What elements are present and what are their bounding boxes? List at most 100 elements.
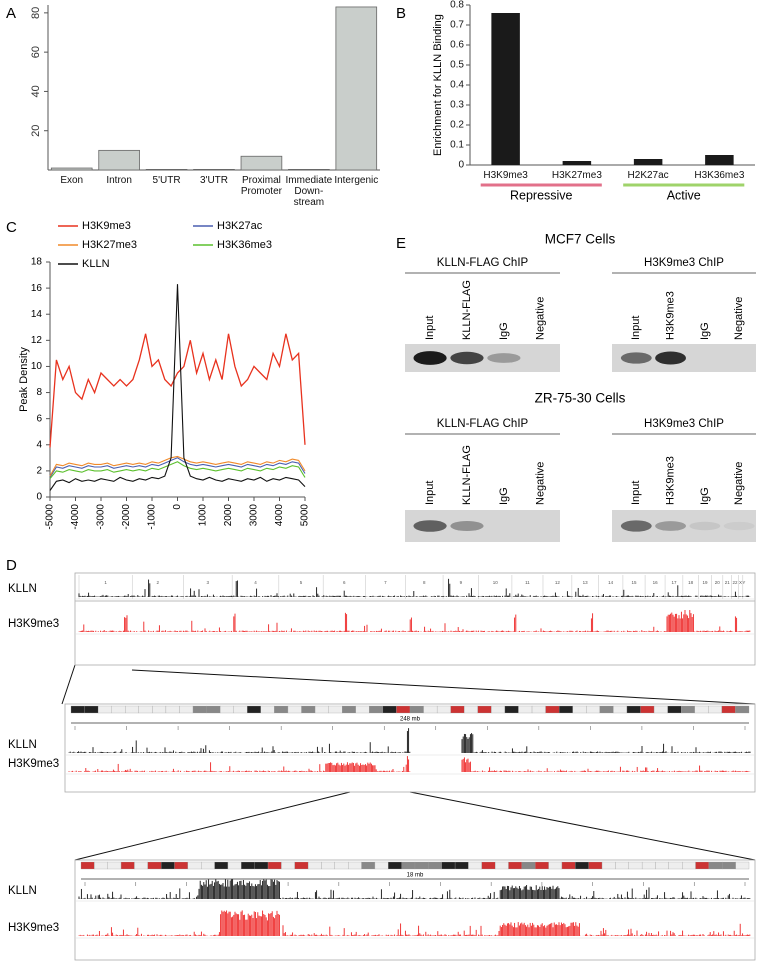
ideogram-band: [414, 861, 429, 870]
line: [49, 461, 306, 480]
signal-track: [461, 733, 751, 753]
ideogram-band: [721, 705, 736, 714]
lane-label: KLLN-FLAG: [461, 445, 473, 505]
ideogram-band: [613, 705, 628, 714]
legend-label: KLLN: [82, 258, 110, 270]
bar: [705, 155, 734, 165]
ideogram-band: [214, 861, 229, 870]
ideogram-band: [535, 861, 549, 870]
ideogram-band: [601, 861, 616, 870]
chromosome-label: Y: [742, 580, 745, 585]
panel-label: B: [396, 5, 406, 22]
ideogram-band: [468, 861, 482, 870]
scale-label: 248 mb: [400, 717, 421, 723]
lane-label: Input: [630, 481, 642, 505]
ideogram-band: [450, 705, 465, 714]
ideogram-band: [70, 705, 85, 714]
y-tick-label: 0.1: [450, 140, 464, 151]
ideogram-band: [735, 705, 750, 714]
x-tick-label: 0: [172, 504, 183, 510]
ideogram-band: [708, 705, 723, 714]
ideogram-band: [396, 705, 411, 714]
ideogram-band: [227, 861, 242, 870]
track-label: H3K9me3: [8, 758, 59, 770]
browser-frame: [74, 859, 756, 961]
signal-track: [68, 756, 411, 772]
chromosome-label: 11: [525, 580, 530, 585]
ideogram-band: [548, 861, 563, 870]
ideogram-band: [97, 705, 112, 714]
chromosome-label: 19: [703, 580, 709, 585]
chromosome-label: 3: [207, 580, 210, 585]
browser-frame: [64, 703, 756, 793]
ideogram-band: [722, 861, 736, 870]
y-tick-label: 80: [30, 7, 42, 19]
x-tick-label: -4000: [70, 504, 81, 530]
panel-label: A: [6, 5, 16, 22]
line: [49, 457, 306, 478]
ideogram-band: [545, 705, 560, 714]
x-tick-label: 1000: [198, 504, 209, 527]
x-tick-label: -2000: [121, 504, 132, 530]
ideogram-band: [138, 705, 153, 714]
x-tick-label: 3000: [249, 504, 260, 527]
y-tick-label: 0: [36, 492, 42, 503]
signal-track: [68, 728, 411, 753]
bar: [562, 161, 592, 165]
signal-track: [78, 879, 751, 899]
y-tick-label: 40: [30, 85, 42, 97]
lane-label: Input: [424, 481, 436, 505]
y-tick-label: 20: [30, 125, 42, 137]
lane-label: IgG: [699, 487, 711, 505]
gel-band: [413, 520, 447, 532]
ideogram-band: [201, 861, 215, 870]
chromosome-label: 7: [384, 580, 387, 585]
x-tick-label: -5000: [45, 504, 56, 530]
y-tick-label: 10: [31, 361, 43, 372]
ideogram-band: [518, 705, 533, 714]
lane-label: IgG: [699, 322, 711, 340]
zoom-line: [409, 791, 756, 861]
ideogram-band: [495, 861, 509, 870]
track-label: KLLN: [8, 739, 37, 751]
lane-label: Negative: [733, 297, 745, 340]
bar: [491, 13, 520, 165]
ideogram-band: [653, 705, 668, 714]
y-tick-label: 12: [31, 335, 43, 346]
gel-title: KLLN-FLAG ChIP: [437, 418, 529, 430]
lane-label: H3K9me3: [664, 291, 676, 340]
chromosome-label: 8: [423, 580, 426, 585]
lane-label: Input: [424, 316, 436, 340]
track-label: KLLN: [8, 583, 37, 595]
y-tick-label: 16: [31, 283, 43, 294]
ideogram-band: [599, 705, 614, 714]
bar: [145, 169, 188, 171]
chromosome-label: 22: [733, 580, 739, 585]
ideogram-band: [220, 705, 234, 714]
ideogram-band: [84, 705, 99, 714]
y-tick-label: 2: [36, 466, 42, 477]
y-tick-label: 6: [36, 413, 42, 424]
ideogram-band: [369, 705, 384, 714]
y-tick-label: 0.6: [450, 40, 464, 51]
lane-label: KLLN-FLAG: [461, 280, 473, 340]
lane-label: Input: [630, 316, 642, 340]
line: [49, 284, 306, 491]
gel-band: [450, 520, 484, 532]
bar: [98, 149, 140, 171]
ideogram-band: [281, 861, 295, 870]
gel-title: H3K9me3 ChIP: [644, 257, 724, 269]
legend-label: H3K9me3: [82, 220, 131, 232]
x-tick-label: 5000: [300, 504, 311, 527]
lane-label: Negative: [535, 462, 547, 505]
x-tick-label: Proximal Promoter: [240, 175, 282, 197]
ideogram-band: [260, 705, 275, 714]
chromosome-label: 14: [608, 580, 614, 585]
bar: [633, 159, 663, 165]
ideogram-band: [120, 861, 135, 870]
ideogram-band: [342, 705, 356, 714]
y-tick-label: 60: [30, 46, 42, 58]
x-tick-label: 5'UTR: [152, 175, 181, 186]
chromosome-label: 13: [583, 580, 589, 585]
ideogram-band: [694, 705, 709, 714]
